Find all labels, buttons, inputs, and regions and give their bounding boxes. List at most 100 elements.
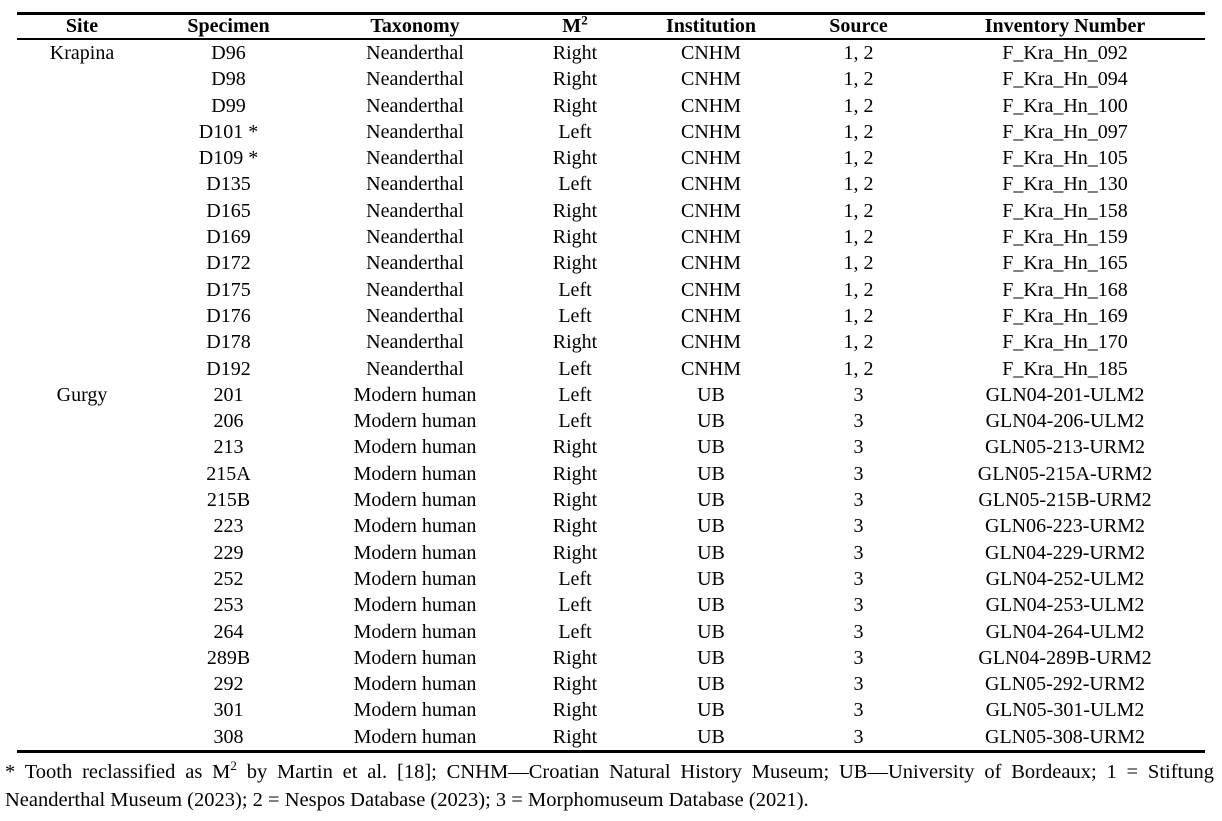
table-row: 289B Modern human Right UB 3 GLN04-289B-… — [17, 645, 1205, 671]
cell-institution: UB — [697, 383, 725, 406]
cell-specimen: 213 — [213, 436, 244, 459]
cell-source: 3 — [853, 436, 864, 459]
cell-taxonomy: Modern human — [353, 515, 477, 538]
cell-specimen: 223 — [213, 515, 244, 538]
cell-inventory-number: GLN05-213-URM2 — [985, 436, 1145, 459]
cell-taxonomy: Modern human — [353, 673, 477, 696]
cell-specimen: D165 — [206, 199, 251, 222]
cell-institution: CNHM — [680, 68, 741, 91]
cell-site — [17, 408, 147, 434]
header-m2-base: M — [562, 15, 582, 37]
table-row: 264 Modern human Left UB 3 GLN04-264-ULM… — [17, 619, 1205, 645]
cell-inventory-number: F_Kra_Hn_165 — [1002, 252, 1128, 275]
footnote-text-pre: * Tooth reclassified as M — [5, 761, 231, 784]
cell-institution: CNHM — [680, 173, 741, 196]
cell-taxonomy: Modern human — [353, 567, 477, 590]
cell-source: 3 — [853, 383, 864, 406]
cell-inventory-number: GLN04-253-ULM2 — [985, 594, 1145, 617]
cell-m2-side: Right — [552, 646, 598, 669]
header-m2-superscript: 2 — [581, 12, 588, 28]
header-specimen: Specimen — [147, 13, 310, 40]
cell-inventory-number: F_Kra_Hn_158 — [1002, 199, 1128, 222]
cell-site — [17, 277, 147, 303]
cell-specimen: D96 — [211, 42, 246, 64]
cell-site — [17, 66, 147, 92]
cell-specimen: D172 — [206, 252, 251, 275]
cell-m2-side: Left — [558, 304, 592, 327]
cell-source: 3 — [853, 515, 864, 538]
cell-taxonomy: Neanderthal — [366, 278, 464, 301]
cell-m2-side: Right — [552, 199, 598, 222]
cell-institution: UB — [697, 541, 725, 564]
header-institution: Institution — [630, 13, 792, 40]
cell-m2-side: Right — [552, 699, 598, 722]
table-row: D178 Neanderthal Right CNHM 1, 2 F_Kra_H… — [17, 329, 1205, 355]
header-site: Site — [17, 13, 147, 40]
cell-site — [17, 645, 147, 671]
cell-inventory-number: GLN06-223-URM2 — [985, 515, 1145, 538]
cell-site — [17, 303, 147, 329]
cell-source: 1, 2 — [843, 304, 874, 327]
cell-specimen: D192 — [206, 357, 251, 380]
cell-source: 1, 2 — [843, 199, 874, 222]
cell-source: 1, 2 — [843, 68, 874, 91]
cell-m2-side: Right — [552, 489, 598, 512]
table-row: D169 Neanderthal Right CNHM 1, 2 F_Kra_H… — [17, 224, 1205, 250]
cell-institution: UB — [697, 646, 725, 669]
cell-taxonomy: Modern human — [353, 489, 477, 512]
cell-site — [17, 119, 147, 145]
cell-inventory-number: F_Kra_Hn_097 — [1002, 120, 1128, 143]
cell-m2-side: Right — [552, 725, 598, 748]
cell-institution: CNHM — [680, 252, 741, 275]
cell-taxonomy: Modern human — [353, 620, 477, 643]
table-row: D176 Neanderthal Left CNHM 1, 2 F_Kra_Hn… — [17, 303, 1205, 329]
cell-m2-side: Left — [558, 173, 592, 196]
table-row: D175 Neanderthal Left CNHM 1, 2 F_Kra_Hn… — [17, 277, 1205, 303]
cell-source: 1, 2 — [843, 226, 874, 249]
table-row: D165 Neanderthal Right CNHM 1, 2 F_Kra_H… — [17, 198, 1205, 224]
cell-taxonomy: Neanderthal — [366, 226, 464, 249]
cell-taxonomy: Neanderthal — [366, 147, 464, 170]
cell-m2-side: Right — [552, 252, 598, 275]
cell-specimen: 301 — [213, 699, 244, 722]
cell-inventory-number: F_Kra_Hn_168 — [1002, 278, 1128, 301]
cell-inventory-number: GLN04-201-ULM2 — [985, 383, 1145, 406]
table-row: 215A Modern human Right UB 3 GLN05-215A-… — [17, 461, 1205, 487]
header-taxonomy: Taxonomy — [310, 13, 520, 40]
cell-site — [17, 724, 147, 752]
cell-site — [17, 329, 147, 355]
cell-m2-side: Right — [552, 226, 598, 249]
cell-source: 3 — [853, 699, 864, 722]
cell-inventory-number: F_Kra_Hn_130 — [1002, 173, 1128, 196]
footnote-text-post: by Martin et al. [18]; CNHM—Croatian Nat… — [5, 761, 1214, 812]
cell-institution: UB — [697, 489, 725, 512]
cell-site — [17, 697, 147, 723]
table-header: Site Specimen Taxonomy M2 Institution So… — [17, 12, 1205, 40]
cell-site — [17, 356, 147, 382]
cell-source: 1, 2 — [843, 331, 874, 354]
table-footnote: * Tooth reclassified as M2 by Martin et … — [5, 758, 1214, 814]
cell-source: 1, 2 — [843, 147, 874, 170]
cell-source: 3 — [853, 673, 864, 696]
cell-source: 3 — [853, 541, 864, 564]
table-row: 215B Modern human Right UB 3 GLN05-215B-… — [17, 487, 1205, 513]
table-row: 213 Modern human Right UB 3 GLN05-213-UR… — [17, 434, 1205, 460]
cell-m2-side: Left — [558, 278, 592, 301]
cell-source: 1, 2 — [843, 278, 874, 301]
cell-inventory-number: F_Kra_Hn_092 — [1002, 42, 1128, 64]
cell-inventory-number: GLN04-264-ULM2 — [985, 620, 1145, 643]
table-row: 252 Modern human Left UB 3 GLN04-252-ULM… — [17, 566, 1205, 592]
cell-institution: CNHM — [680, 42, 741, 64]
cell-specimen: D135 — [206, 173, 251, 196]
table-row: 308 Modern human Right UB 3 GLN05-308-UR… — [17, 724, 1205, 752]
cell-specimen: 206 — [213, 410, 244, 433]
cell-source: 3 — [853, 410, 864, 433]
cell-taxonomy: Neanderthal — [366, 252, 464, 275]
cell-taxonomy: Neanderthal — [366, 199, 464, 222]
cell-inventory-number: GLN05-301-ULM2 — [985, 699, 1145, 722]
cell-institution: CNHM — [680, 357, 741, 380]
header-row: Site Specimen Taxonomy M2 Institution So… — [17, 12, 1205, 40]
cell-site — [17, 671, 147, 697]
cell-specimen: 229 — [213, 541, 244, 564]
cell-taxonomy: Modern human — [353, 383, 477, 406]
